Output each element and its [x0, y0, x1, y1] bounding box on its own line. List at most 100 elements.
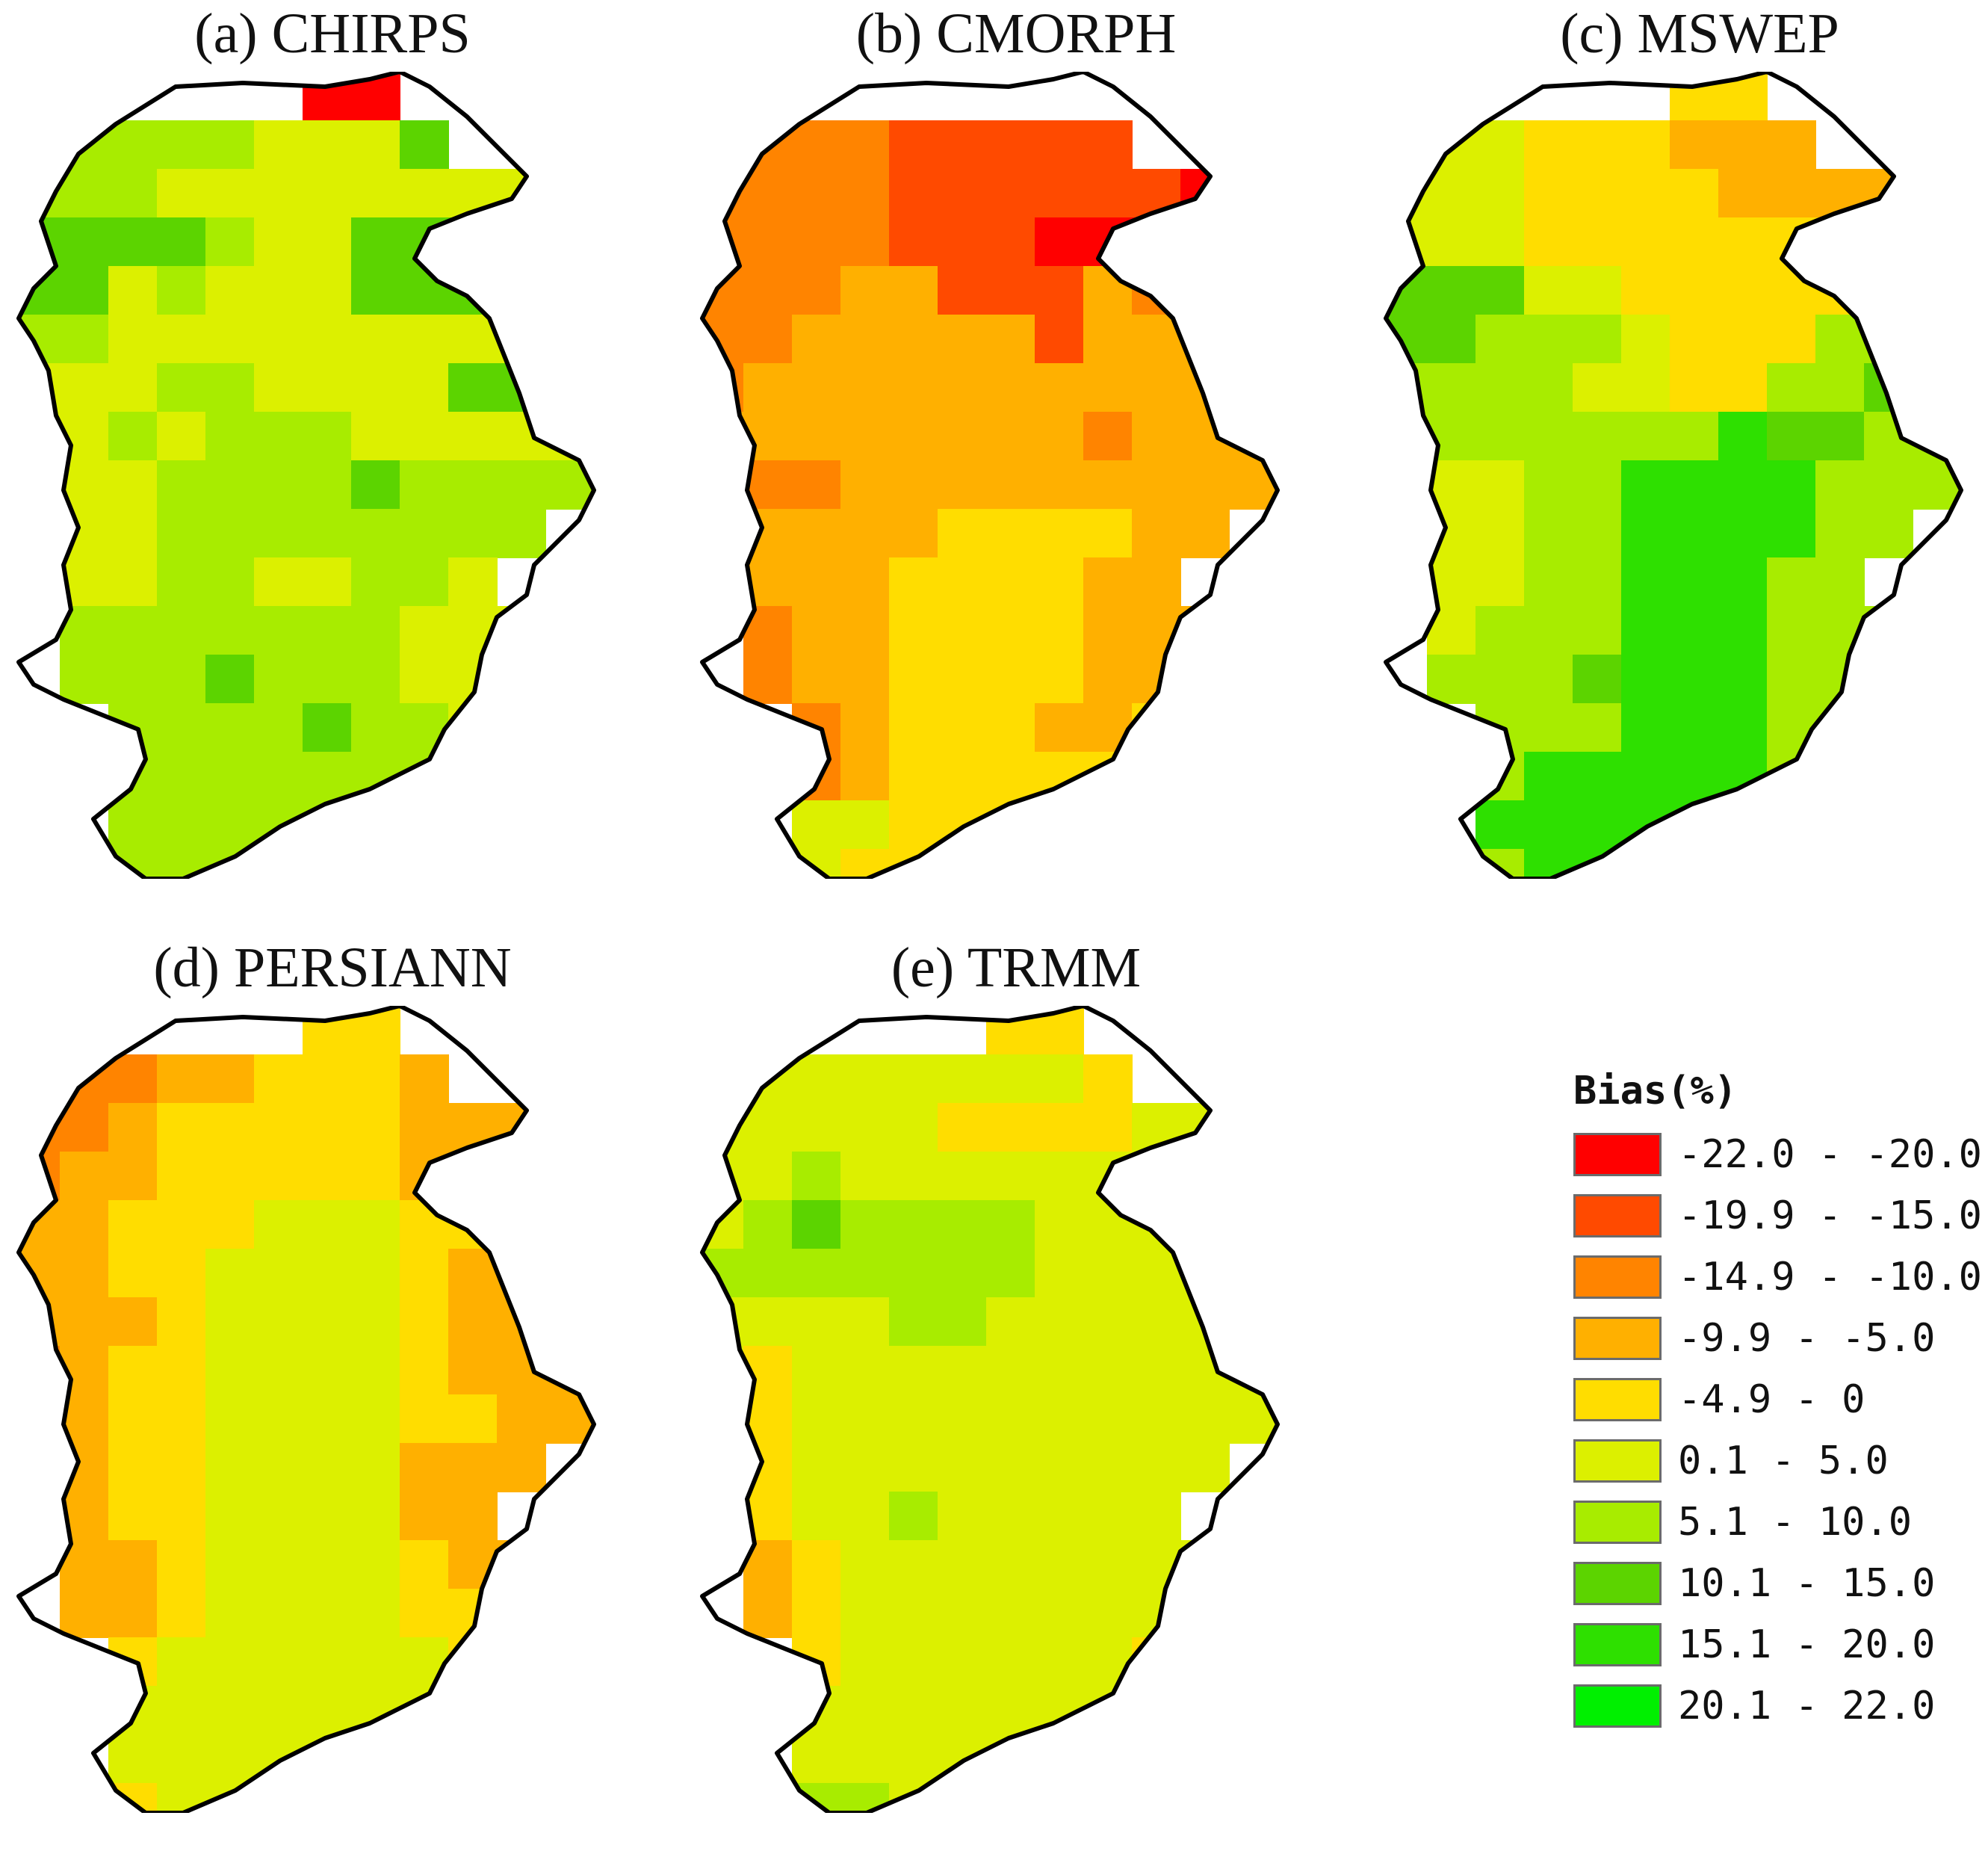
bias-cell: [497, 1152, 546, 1201]
bias-cell: [743, 217, 793, 267]
bias-cell: [254, 266, 303, 315]
bias-cell: [938, 1686, 987, 1735]
bias-cell: [205, 752, 255, 801]
legend-label: 20.1 - 22.0: [1678, 1684, 1936, 1728]
bias-cell: [1083, 363, 1133, 412]
bias-cell: [986, 1054, 1035, 1104]
bias-cell: [108, 1589, 158, 1638]
bias-cell: [303, 1443, 352, 1492]
bias-cell: [205, 1492, 255, 1541]
bias-cell: [938, 412, 987, 461]
bias-cell: [1083, 1054, 1133, 1104]
bias-cell: [205, 315, 255, 364]
bias-cell: [303, 1200, 352, 1249]
bias-cell: [254, 1346, 303, 1395]
bias-cell: [1475, 606, 1525, 655]
bias-cell: [108, 1297, 158, 1347]
bias-cell: [1767, 509, 1816, 558]
bias-cell: [1475, 460, 1525, 510]
bias-cell: [303, 169, 352, 218]
bias-cell: [400, 1443, 449, 1492]
bias-cell: [303, 1297, 352, 1347]
bias-cell: [157, 120, 206, 170]
bias-cell: [938, 1249, 987, 1298]
bias-cell: [1132, 460, 1181, 510]
bias-cell: [108, 606, 158, 655]
bias-cell: [1180, 1394, 1230, 1444]
bias-cell: [840, 800, 890, 850]
bias-cell: [1524, 217, 1573, 267]
bias-cell: [254, 315, 303, 364]
bias-cell: [497, 1589, 546, 1638]
bias-cell: [108, 752, 158, 801]
bias-cell: [254, 169, 303, 218]
bias-cell: [108, 412, 158, 461]
bias-cell: [1180, 1103, 1230, 1152]
bias-cell: [254, 1686, 303, 1735]
bias-cell: [792, 1492, 841, 1541]
bias-cell: [400, 1103, 449, 1152]
bias-cell: [1670, 363, 1719, 412]
bias-cell: [448, 703, 498, 753]
bias-cell: [1670, 606, 1719, 655]
bias-cell: [1386, 460, 1428, 510]
bias-cell: [157, 655, 206, 704]
legend-item: 20.1 - 22.0: [1573, 1681, 1984, 1731]
bias-cell: [889, 800, 938, 850]
bias-cell: [889, 315, 938, 364]
bias-cell: [840, 1103, 890, 1152]
bias-cell: [840, 1200, 890, 1249]
bias-cell: [840, 1540, 890, 1589]
basin-boundary: [16, 1006, 596, 1813]
bias-cell: [1035, 460, 1084, 510]
bias-cell: [889, 509, 938, 558]
bias-cell: [840, 703, 890, 753]
bias-cell: [60, 120, 109, 170]
bias-cell: [1083, 557, 1133, 607]
bias-cell: [1524, 800, 1573, 850]
bias-cell: [400, 1346, 449, 1395]
panel-cmorph: (b) CMORPH: [695, 0, 1337, 882]
bias-cell: [1132, 1443, 1181, 1492]
bias-cell: [1767, 266, 1816, 315]
bias-cell: [303, 1492, 352, 1541]
bias-cell: [1083, 703, 1133, 753]
panel-persiann: (d) PERSIANN: [11, 934, 654, 1816]
bias-cell: [400, 509, 449, 558]
bias-cell: [1524, 752, 1573, 801]
bias-cell: [254, 1054, 303, 1104]
bias-cell: [448, 217, 498, 267]
bias-cell: [157, 606, 206, 655]
bias-cell: [1767, 169, 1816, 218]
bias-cell: [889, 752, 938, 801]
bias-cell: [1083, 1394, 1133, 1444]
bias-cell: [1180, 1443, 1230, 1492]
bias-cell: [157, 1589, 206, 1638]
bias-cell: [497, 460, 546, 510]
basin-boundary: [700, 1006, 1280, 1813]
bias-cell: [792, 509, 841, 558]
bias-cell: [157, 557, 206, 607]
bias-cell: [840, 1054, 890, 1104]
bias-cell: [205, 1200, 255, 1249]
bias-cell: [1767, 315, 1816, 364]
bias-cell: [1035, 1249, 1084, 1298]
bias-cell: [157, 266, 206, 315]
bias-cell: [792, 266, 841, 315]
bias-cell: [1035, 1637, 1084, 1687]
bias-cell: [792, 1734, 841, 1784]
legend-label: 15.1 - 20.0: [1678, 1622, 1936, 1667]
bias-cell: [351, 1346, 400, 1395]
bias-cell: [254, 1249, 303, 1298]
bias-cell: [986, 1492, 1035, 1541]
bias-cell: [448, 460, 498, 510]
bias-cell: [1524, 169, 1573, 218]
bias-cell: [254, 557, 303, 607]
bias-cell: [1767, 120, 1816, 170]
bias-cell: [938, 169, 987, 218]
bias-cell: [157, 1249, 206, 1298]
bias-cell: [792, 1054, 841, 1104]
bias-cell: [743, 1200, 793, 1249]
bias-cell: [351, 1200, 400, 1249]
bias-cell: [1621, 703, 1670, 753]
